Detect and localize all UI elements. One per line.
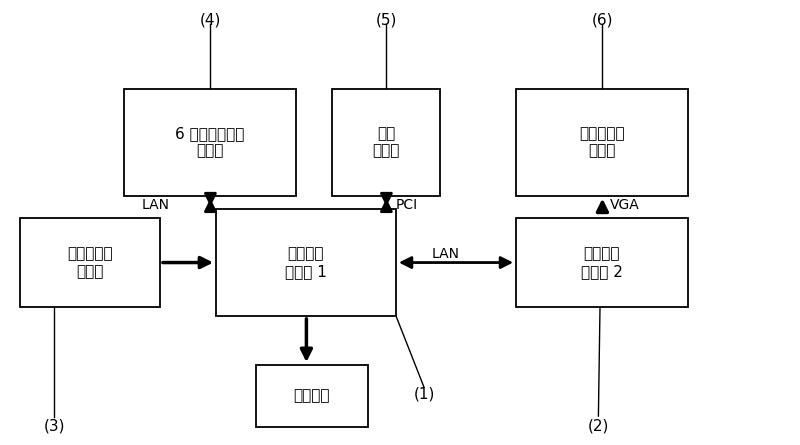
Text: (3): (3) [44, 419, 65, 434]
Text: 6 自由度机械臂
子系统: 6 自由度机械臂 子系统 [175, 126, 245, 158]
Text: 仿真计算
子系统 1: 仿真计算 子系统 1 [285, 247, 327, 279]
Text: 景像基准图
数据库: 景像基准图 数据库 [67, 247, 113, 279]
Bar [256, 365, 368, 427]
Text: 摄像
子系统: 摄像 子系统 [372, 126, 400, 158]
Text: 结果输出: 结果输出 [294, 388, 330, 404]
Text: (4): (4) [200, 12, 221, 28]
Bar [124, 89, 296, 196]
Text: 仿真计算
子系统 2: 仿真计算 子系统 2 [581, 247, 623, 279]
Text: (5): (5) [376, 12, 397, 28]
Text: (2): (2) [588, 419, 609, 434]
Bar [20, 218, 160, 307]
Text: LAN: LAN [432, 247, 459, 261]
Text: LAN: LAN [142, 198, 170, 212]
Bar [216, 209, 396, 316]
Text: 大屏幕投影
子系统: 大屏幕投影 子系统 [579, 126, 625, 158]
Bar [516, 218, 688, 307]
Text: PCI: PCI [396, 198, 418, 212]
Bar [332, 89, 440, 196]
Text: (1): (1) [414, 386, 434, 401]
Text: VGA: VGA [610, 198, 639, 212]
Bar [516, 89, 688, 196]
Text: (6): (6) [592, 12, 613, 28]
